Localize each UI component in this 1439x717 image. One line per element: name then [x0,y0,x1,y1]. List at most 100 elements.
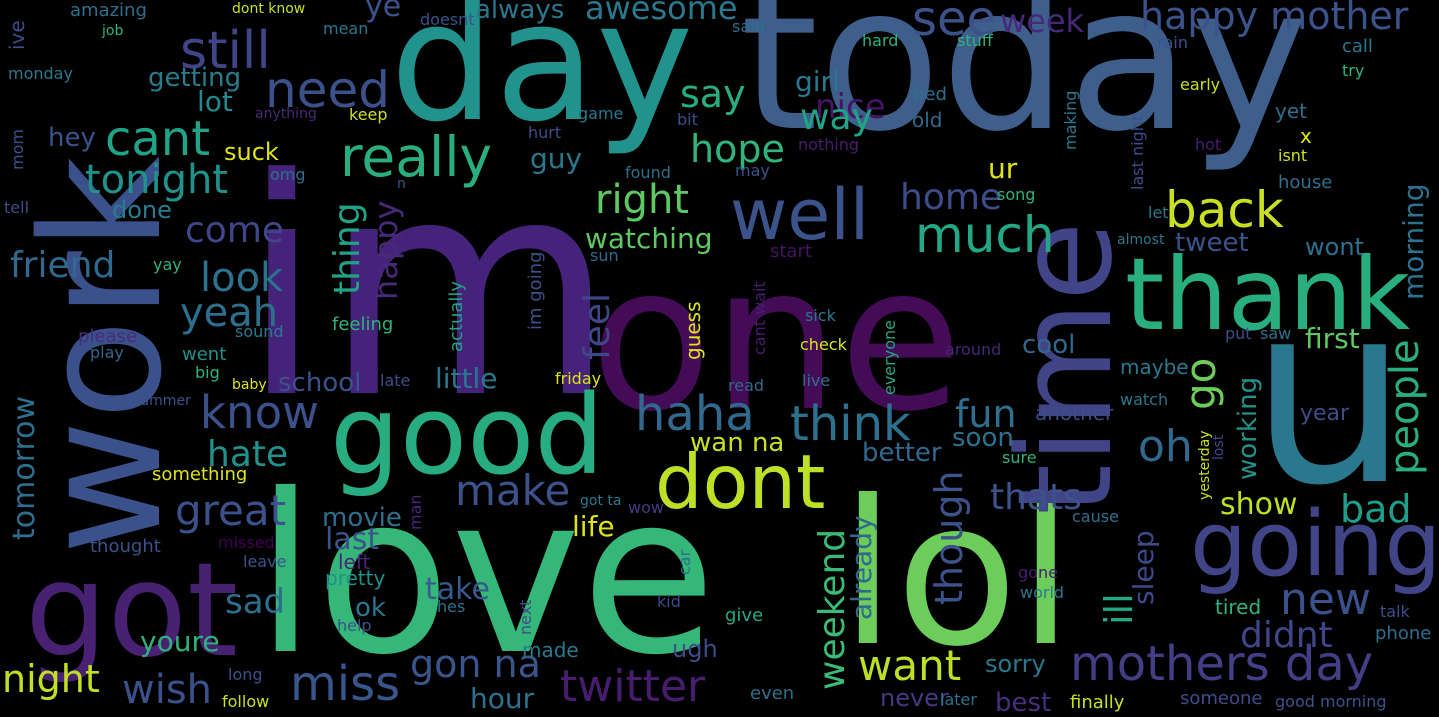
word-phone: phone [1375,623,1432,644]
word-give: give [725,605,764,626]
word-around: around [945,340,1002,359]
word-soon: soon [952,423,1014,453]
word-feel: feel [577,293,618,360]
word-youre: youre [140,625,220,658]
word-house: house [1278,172,1333,193]
word-one: one [590,223,963,456]
word-missed: missed [218,533,275,552]
word-watch: watch [1120,390,1169,409]
word-take: take [425,572,490,607]
word-didnt: didnt [1240,615,1333,656]
word-yeah: yeah [180,290,279,336]
word-going: going [1190,492,1439,597]
word-better: better [862,438,942,468]
word-even: even [750,683,795,704]
word-early: early [1180,75,1221,94]
word-getting: getting [148,63,242,93]
word-yay: yay [153,255,182,274]
word-really: really [340,125,493,189]
word-tweet: tweet [1175,228,1249,258]
word-bed: bed [913,84,947,105]
word-though: though [927,470,971,605]
word-week: week [1000,2,1085,40]
word-tell: tell [4,198,30,217]
word-wish: wish [122,667,213,713]
word-im-going: im going [525,251,546,330]
word-made: made [522,638,579,662]
word-day: day [390,0,694,158]
word-doesnt: doesnt [420,10,475,29]
word-much: much [915,206,1055,264]
word-look: look [200,255,284,301]
word-call: call [1342,36,1373,57]
word-done: done [112,196,172,224]
word-think: think [790,396,911,452]
word-hurt: hurt [528,123,562,142]
word-car: car [675,549,694,575]
word-n: n [397,176,406,192]
word-thank: thank [1125,236,1411,353]
word-tonight: tonight [85,157,229,203]
word-morning: morning [1397,183,1430,300]
word-little: little [435,362,498,395]
word-help: help [337,616,372,635]
word-old: old [912,108,943,132]
word-isnt: isnt [1278,146,1308,165]
word-dont: dont [655,438,826,526]
word-cool: cool [1022,330,1076,360]
word-never: never [880,684,949,712]
word-left: left [338,550,371,574]
word-follow: follow [222,692,270,711]
word-hate: hate [207,434,289,475]
word-sun: sun [590,246,619,265]
word-cant-wait: cant wait [750,281,769,355]
word-way: way [800,97,873,138]
word-life: life [572,510,615,543]
word-friday: friday [555,369,602,388]
word-lost: lost [1211,434,1227,460]
word-year: year [1300,401,1350,426]
word-happy: happy [367,200,405,300]
word-omg: omg [270,165,306,184]
word-already: already [845,515,878,620]
word-nothing: nothing [798,135,860,154]
word-im: im [240,115,616,464]
word-kid: kid [657,592,681,611]
word-guess: guess [681,301,705,360]
word-mom: mom [8,129,27,170]
word-almost: almost [1117,232,1165,248]
word-bad: bad [1340,487,1412,531]
word-next: next [516,599,535,635]
word-sorry: sorry [985,650,1046,678]
word-sure: sure [1002,448,1037,467]
word-went: went [182,344,227,365]
word-sick: sick [805,306,836,325]
word-right: right [595,177,689,223]
word-hard: hard [862,31,899,50]
word-home: home [900,177,1003,218]
word-ive: ive [5,20,29,50]
word-thats: thats [990,477,1082,518]
word-found: found [625,163,671,182]
word-wont: wont [1305,233,1364,261]
word-new: new [1280,574,1371,625]
word-summer: summer [133,393,191,409]
word-hey: hey [48,123,96,153]
word-u: u [1250,249,1409,540]
word-cause: cause [1072,507,1119,526]
word-hope: hope [690,127,785,171]
word-well: well [730,174,870,256]
word-thing: thing [327,202,368,295]
word-friend: friend [10,245,116,286]
word-oh: oh [1138,421,1193,472]
word-movie: movie [322,503,402,533]
word-put: put [1225,324,1252,343]
word-happy-mother: happy mother [1140,0,1409,38]
word-let: let [1148,203,1169,222]
word-big: big [195,363,220,382]
word-actually: actually [446,280,467,352]
word-stuff: stuff [957,31,993,50]
word-hes: hes [437,597,466,616]
word-thought: thought [90,536,161,557]
word-bit: bit [677,110,698,129]
